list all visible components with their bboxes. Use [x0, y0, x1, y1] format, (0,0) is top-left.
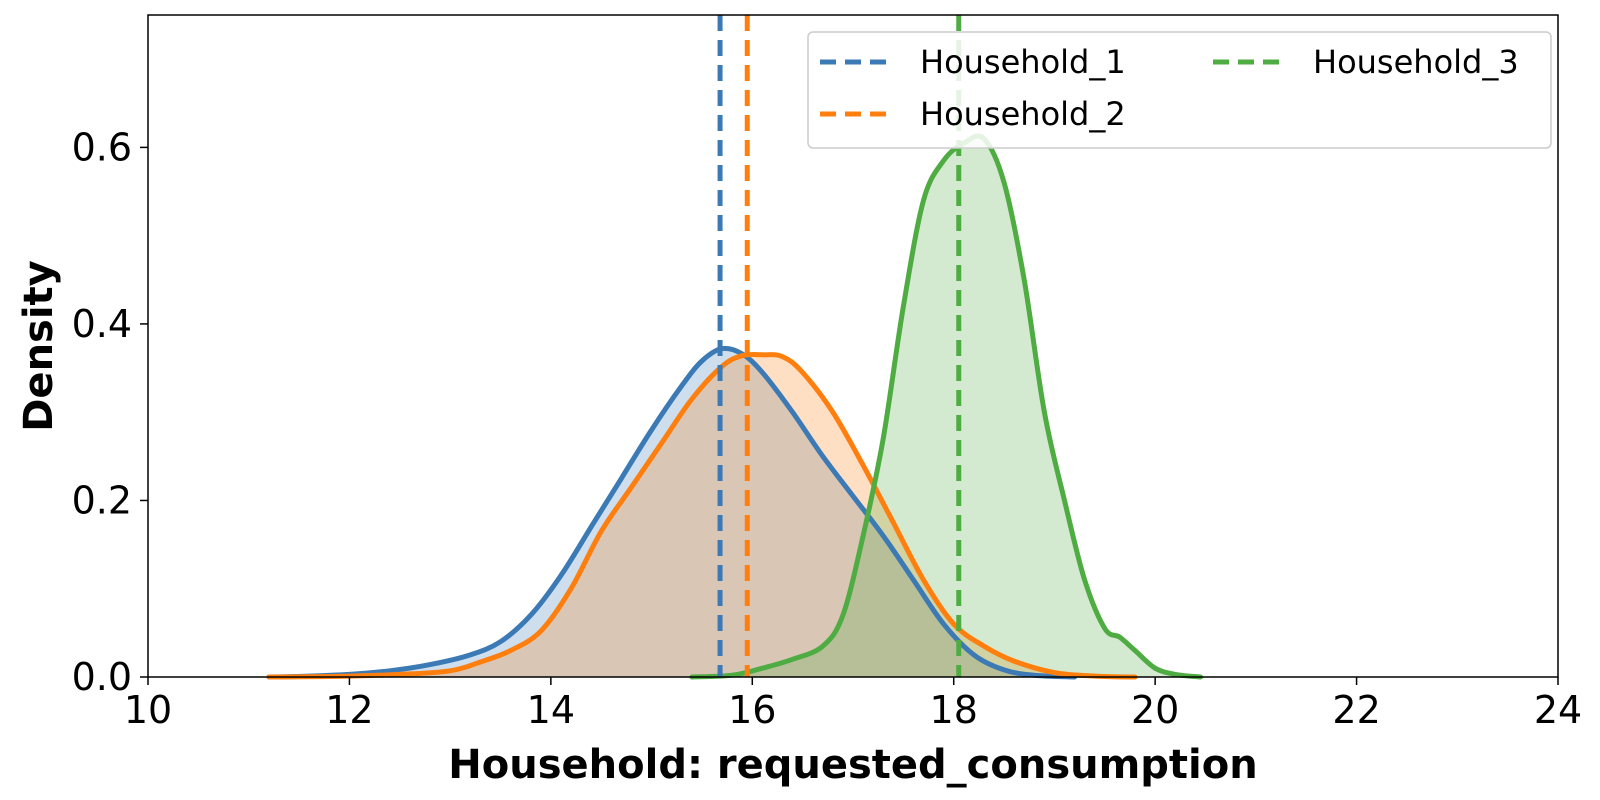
legend-label-2: Household_2 — [920, 95, 1126, 133]
x-tick-label: 14 — [527, 688, 575, 732]
x-axis-ticks: 10 12 14 16 18 20 22 24 — [124, 677, 1582, 732]
density-curve-1 — [266, 345, 1078, 680]
x-tick-label: 16 — [728, 688, 776, 732]
legend-box — [807, 31, 1552, 149]
plot-frame — [147, 14, 1559, 678]
y-tick-label: 0.2 — [72, 478, 132, 522]
density-fill-2 — [268, 354, 1135, 677]
x-tick-label: 18 — [930, 688, 978, 732]
y-axis-label: Density — [16, 260, 62, 432]
y-axis-ticks: 0.0 0.2 0.4 0.6 — [72, 125, 148, 699]
x-tick-label: 12 — [325, 688, 373, 732]
legend-label-1: Household_1 — [920, 43, 1126, 81]
x-tick-label: 22 — [1332, 688, 1380, 732]
density-curve-2 — [266, 352, 1138, 680]
x-axis-label: Household: requested_consumption — [448, 742, 1257, 788]
x-tick-label: 24 — [1534, 688, 1582, 732]
density-fill-1 — [268, 348, 1075, 677]
legend: Household_1 Household_2 Household_3 — [807, 31, 1552, 149]
legend-label-3: Household_3 — [1313, 43, 1519, 81]
density-fill-layer — [268, 135, 1201, 677]
x-tick-label: 20 — [1131, 688, 1179, 732]
y-tick-label: 0.0 — [72, 655, 132, 699]
y-tick-label: 0.4 — [72, 302, 132, 346]
y-tick-label: 0.6 — [72, 125, 132, 169]
x-tick-label: 10 — [124, 688, 172, 732]
